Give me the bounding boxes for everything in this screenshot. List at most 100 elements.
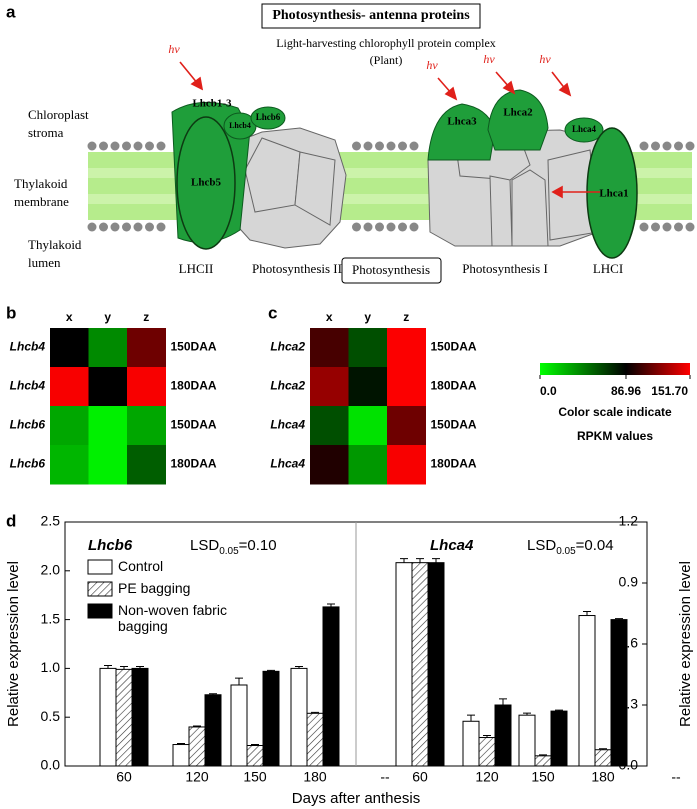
legend-label: PE bagging (118, 580, 191, 596)
protein-label: Lhcb4 (229, 121, 251, 130)
legend-swatch (87, 559, 113, 575)
protein-label: Lhca1 (599, 188, 628, 200)
lipid (133, 222, 143, 232)
lsd-annotation: LSD0.05=0.10 (190, 537, 277, 557)
y2-tick-label: 1.2 (619, 513, 639, 529)
lipid (99, 141, 108, 151)
row-label: Lhcb4 (10, 379, 46, 393)
light-arrows (179, 61, 600, 199)
row-label: Lhcb6 (10, 457, 46, 471)
label-box (341, 257, 442, 284)
heat-cell (310, 445, 349, 485)
complex-label: Photosynthesis (352, 262, 430, 277)
bar (534, 755, 552, 767)
lipid (639, 141, 649, 151)
region-label: Thylakoid (28, 237, 82, 252)
column-label: z (143, 310, 149, 324)
heat-cell (88, 445, 128, 485)
bar (131, 667, 149, 767)
column-label: x (66, 310, 73, 324)
row-label: Lhca4 (270, 418, 305, 432)
color-tick-label: 151.70 (651, 384, 688, 398)
heat-cell (127, 406, 166, 446)
heat-cell (348, 367, 388, 407)
error-bar (400, 558, 408, 563)
bar (550, 710, 568, 767)
gene-label: Lhca4 (430, 537, 474, 554)
error-bar (193, 725, 201, 727)
legend-swatch (87, 581, 113, 597)
error-bar (467, 714, 475, 722)
lipids (87, 141, 695, 232)
panel-label: b (6, 303, 16, 322)
row-label: Lhca2 (270, 379, 305, 393)
error-bar (311, 711, 319, 714)
lipid (662, 222, 672, 232)
error-bar (327, 603, 335, 607)
column-label: y (364, 310, 371, 324)
protein-label: Lhca2 (503, 107, 533, 119)
heat-cell (127, 445, 166, 485)
gene-label: Lhcb6 (88, 537, 133, 554)
error-bar (539, 754, 547, 756)
y-tick-label: 1.5 (41, 610, 61, 626)
lsd-value: =0.10 (239, 537, 277, 554)
photosystem-ii (227, 127, 347, 249)
heat-cell (50, 367, 89, 407)
y-tick-label: 2.5 (41, 513, 61, 529)
x-tick-label: -- (380, 769, 390, 785)
bar (462, 720, 480, 767)
column-label: y (104, 310, 111, 324)
bar (478, 737, 496, 767)
error-bar (104, 664, 112, 669)
lipid (122, 222, 131, 232)
legend-entry: Control (118, 558, 163, 574)
row-note: 150DAA (431, 340, 477, 354)
bar (427, 562, 445, 767)
error-bar (235, 677, 243, 685)
bar (610, 619, 628, 767)
column-label: z (403, 310, 409, 324)
error-bar (599, 748, 607, 750)
lipid (87, 222, 97, 232)
lipid (156, 222, 166, 232)
lipid (639, 222, 649, 232)
lipid (674, 222, 683, 232)
protein-label: Lhcb1-3 (192, 98, 232, 110)
lipid (674, 141, 683, 151)
heat-cell (387, 406, 426, 446)
lipid (122, 141, 131, 151)
heat-cell (127, 367, 166, 407)
row-note: 180DAA (431, 457, 477, 471)
heat-cell (88, 406, 128, 446)
error-bar (523, 712, 531, 716)
error-bar (583, 610, 591, 616)
lipid (87, 141, 97, 151)
lsd-annotation: LSD0.05=0.04 (527, 537, 614, 557)
panel-label: a (6, 2, 16, 21)
lsd-label: LSD (190, 537, 219, 554)
bar (204, 694, 222, 767)
color-tick-label: 0.0 (540, 384, 557, 398)
x-tick-label: 150 (531, 769, 555, 785)
error-bar (209, 693, 217, 695)
y-tick-label: 0.5 (41, 708, 61, 724)
heat-cell (310, 328, 349, 368)
heat-cell (310, 406, 349, 446)
heat-cell (50, 445, 89, 485)
error-bar (177, 743, 185, 745)
x-tick-label: 60 (412, 769, 428, 785)
error-bar (555, 709, 563, 712)
protein-label: Lhcb6 (256, 112, 281, 122)
bar (246, 745, 264, 767)
lipid (352, 141, 361, 151)
heat-cell (50, 328, 89, 368)
row-label: Lhcb4 (10, 340, 46, 354)
error-bar (483, 735, 491, 738)
y-tick-label: 0.0 (41, 757, 61, 773)
lipid (110, 222, 120, 232)
x-tick-label: 150 (243, 769, 267, 785)
lipid (398, 222, 407, 232)
